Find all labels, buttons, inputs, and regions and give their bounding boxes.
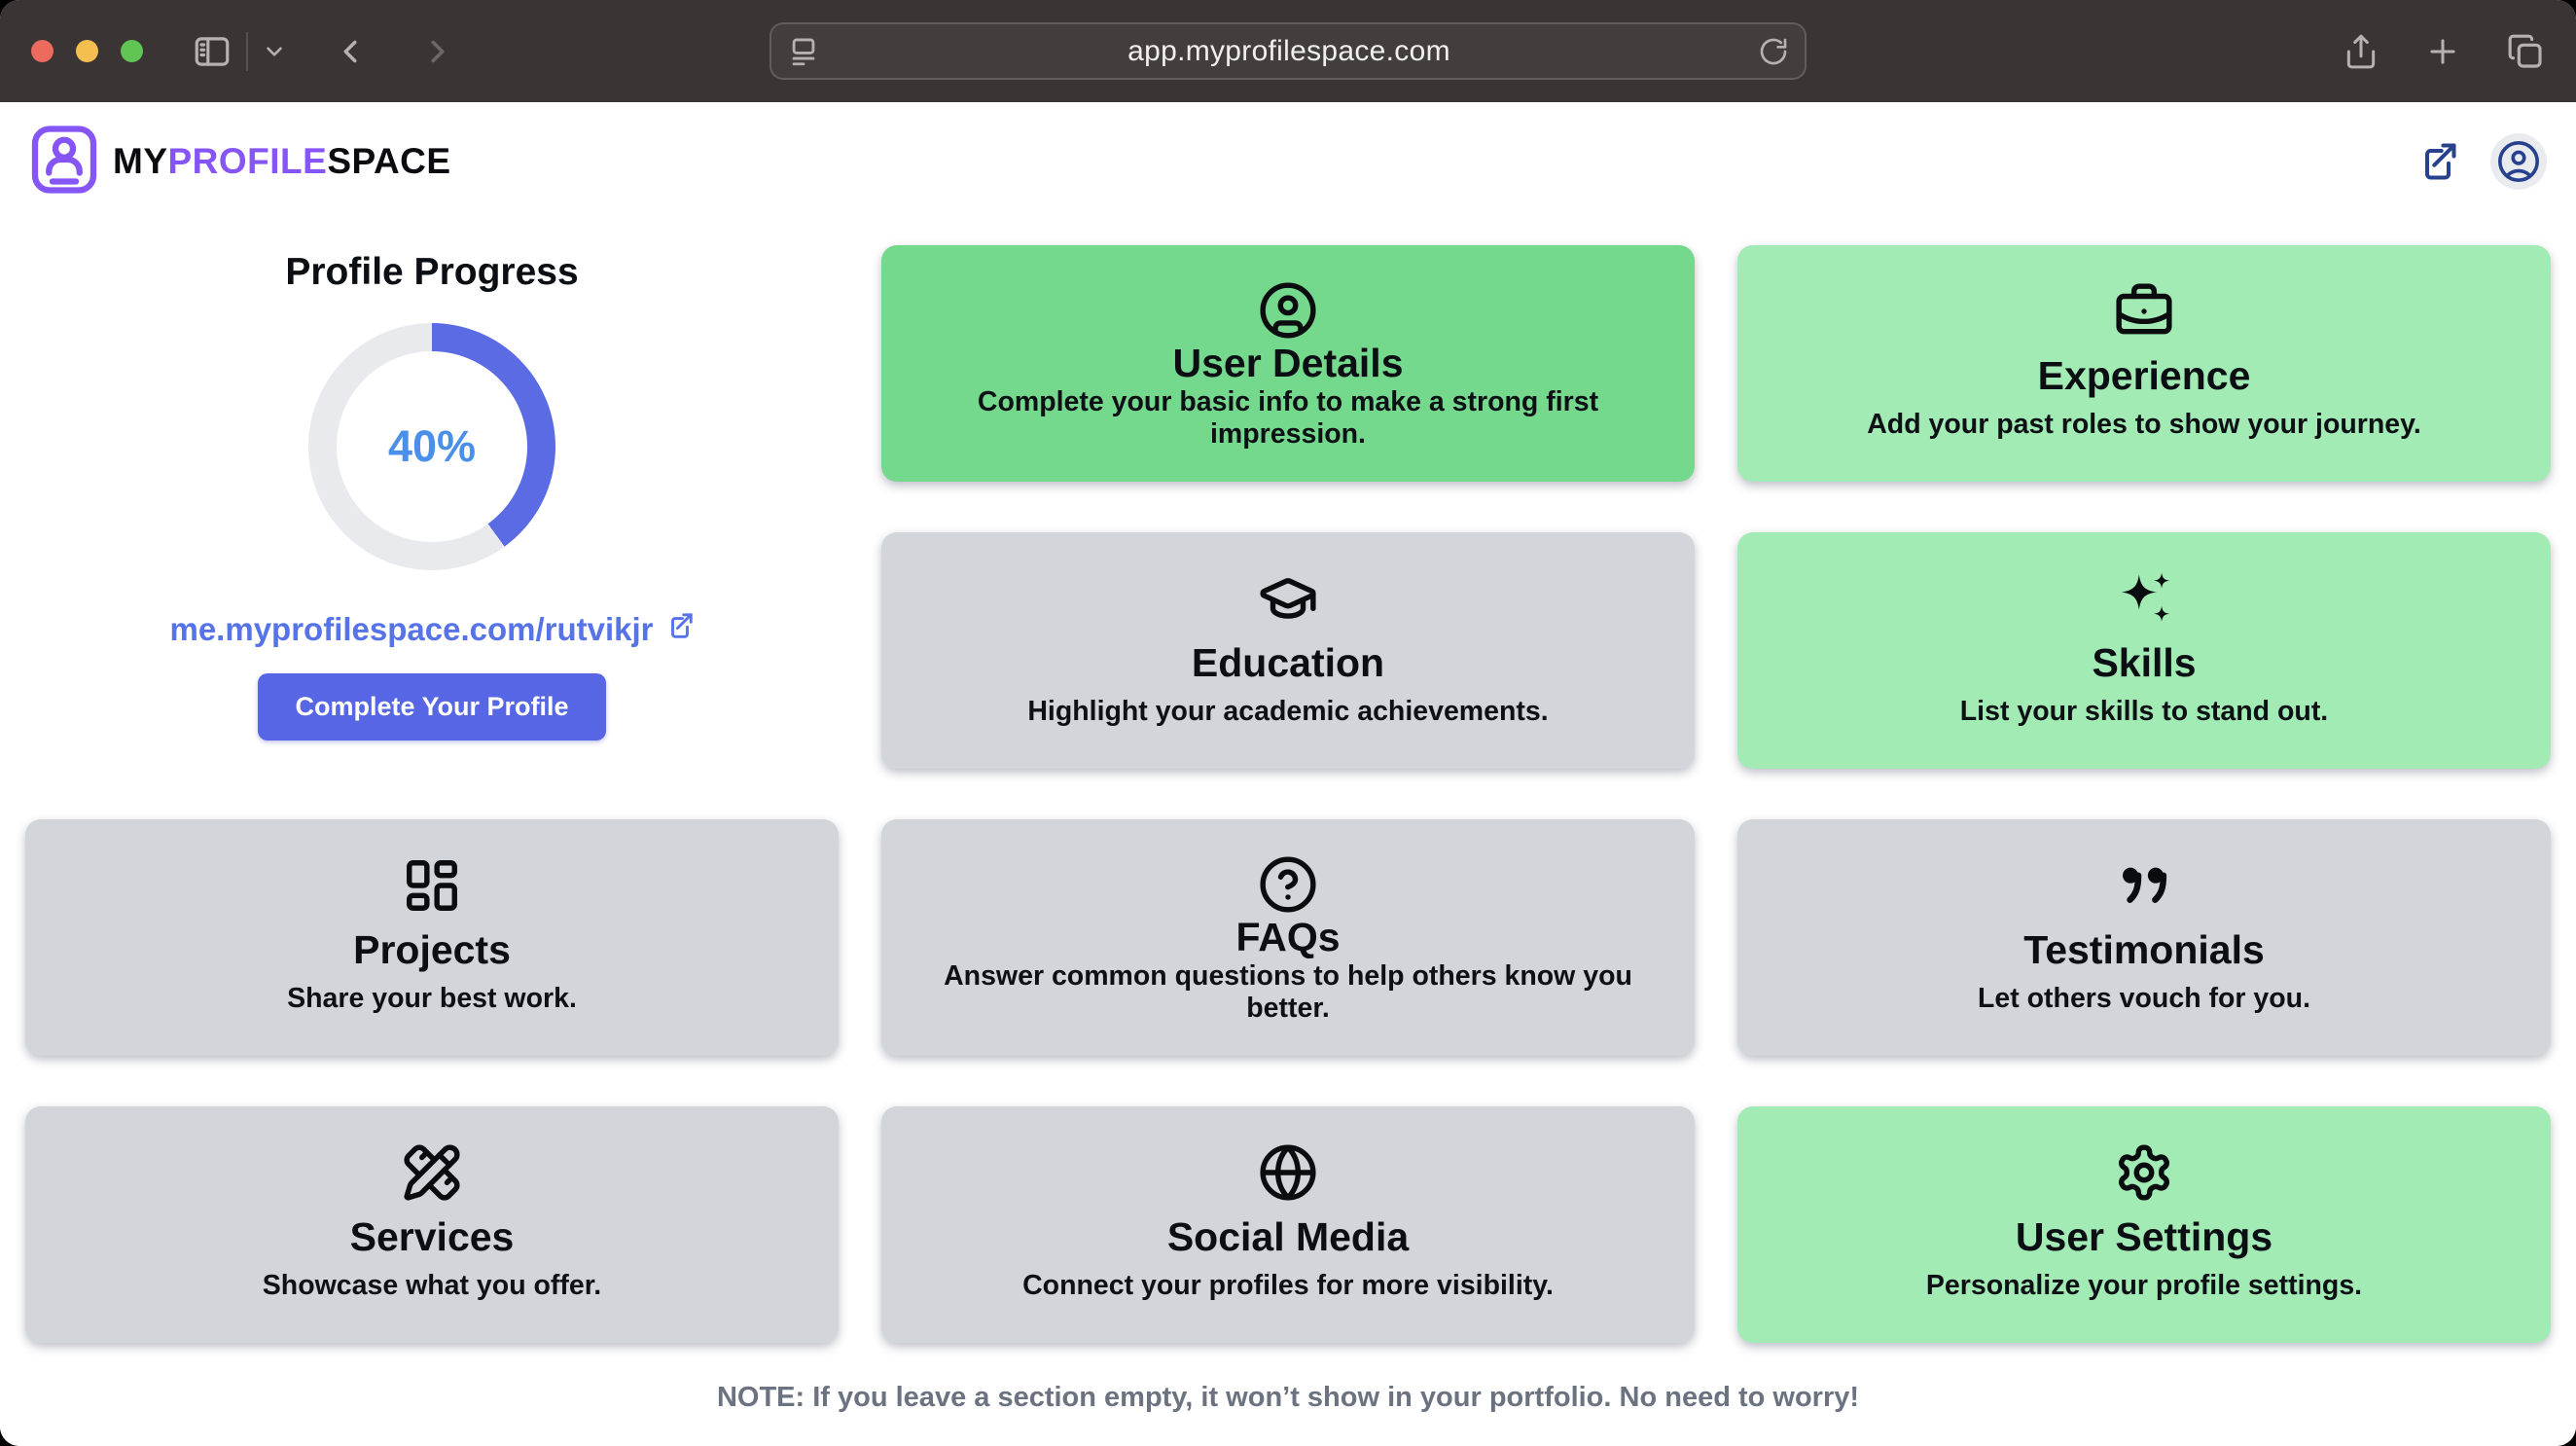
public-profile-link[interactable]: me.myprofilespace.com/rutvikjr xyxy=(169,611,694,648)
forward-button[interactable] xyxy=(419,33,456,70)
tab-overview-icon[interactable] xyxy=(2506,32,2545,71)
complete-profile-button[interactable]: Complete Your Profile xyxy=(258,673,606,741)
card-user-settings[interactable]: User Settings Personalize your profile se… xyxy=(1737,1106,2551,1343)
account-avatar-button[interactable] xyxy=(2490,133,2547,190)
card-title: Testimonials xyxy=(2023,926,2265,972)
open-portfolio-external-link-icon[interactable] xyxy=(2416,140,2459,183)
card-title: Education xyxy=(1191,639,1385,685)
profile-progress-panel: Profile Progress 40% me.myprofilespace.c… xyxy=(25,245,839,769)
card-desc: Personalize your profile settings. xyxy=(1925,1270,2363,1301)
card-testimonials[interactable]: Testimonials Let others vouch for you. xyxy=(1737,819,2551,1056)
card-title: FAQs xyxy=(1235,915,1341,959)
page-content: MYPROFILESPACE Profile Progress xyxy=(0,102,2576,1446)
share-icon[interactable] xyxy=(2343,33,2379,70)
reader-icon[interactable] xyxy=(787,35,820,68)
quote-icon xyxy=(2114,854,2174,917)
logo-badge-icon xyxy=(29,125,99,199)
traffic-lights xyxy=(31,40,143,62)
card-skills[interactable]: Skills List your skills to stand out. xyxy=(1737,532,2551,769)
zoom-window-button[interactable] xyxy=(121,40,143,62)
card-title: Projects xyxy=(353,926,511,972)
address-bar[interactable]: app.myprofilespace.com xyxy=(769,22,1807,80)
sidebar-toggle-icon[interactable] xyxy=(192,31,233,72)
logo-text: MYPROFILESPACE xyxy=(113,141,451,181)
profile-link-text: me.myprofilespace.com/rutvikjr xyxy=(169,611,654,647)
progress-percent: 40% xyxy=(387,421,477,471)
empty-section-note: NOTE: If you leave a section empty, it w… xyxy=(716,1382,1860,1413)
profile-progress-title: Profile Progress xyxy=(285,251,579,293)
card-education[interactable]: Education Highlight your academic achieve… xyxy=(881,532,1695,769)
card-user-details[interactable]: User Details Complete your basic info to … xyxy=(881,245,1695,482)
url-text[interactable]: app.myprofilespace.com xyxy=(1127,34,1450,67)
close-window-button[interactable] xyxy=(31,40,54,62)
back-button[interactable] xyxy=(332,33,369,70)
card-title: Services xyxy=(349,1213,515,1259)
card-faqs[interactable]: FAQs Answer common questions to help othe… xyxy=(881,819,1695,1056)
browser-toolbar: app.myprofilespace.com xyxy=(0,0,2576,102)
card-title: Experience xyxy=(2037,352,2251,398)
card-desc: Let others vouch for you. xyxy=(1977,983,2311,1014)
card-title: Skills xyxy=(2092,639,2197,685)
circle-user-icon xyxy=(1258,280,1318,341)
card-title: Social Media xyxy=(1166,1213,1410,1259)
card-projects[interactable]: Projects Share your best work. xyxy=(25,819,839,1056)
gear-icon xyxy=(2114,1141,2174,1204)
globe-icon xyxy=(1258,1141,1318,1204)
app-header: MYPROFILESPACE xyxy=(0,102,2576,221)
circle-help-icon xyxy=(1258,854,1318,915)
card-experience[interactable]: Experience Add your past roles to show yo… xyxy=(1737,245,2551,482)
sections-grid: Profile Progress 40% me.myprofilespace.c… xyxy=(0,221,2576,1343)
pencil-ruler-icon xyxy=(402,1141,462,1204)
toolbar-divider xyxy=(246,31,248,71)
briefcase-icon xyxy=(2114,280,2174,343)
card-desc: Add your past roles to show your journey… xyxy=(1867,409,2421,440)
card-desc: List your skills to stand out. xyxy=(1959,696,2329,727)
card-desc: Connect your profiles for more visibilit… xyxy=(1022,1270,1554,1301)
card-social-media[interactable]: Social Media Connect your profiles for mo… xyxy=(881,1106,1695,1343)
sparkles-icon xyxy=(2114,567,2174,630)
card-services[interactable]: Services Showcase what you offer. xyxy=(25,1106,839,1343)
card-desc: Share your best work. xyxy=(287,983,577,1014)
layout-dashboard-icon xyxy=(402,854,462,917)
card-title: User Details xyxy=(1172,341,1404,385)
card-desc: Highlight your academic achievements. xyxy=(1027,696,1549,727)
chevron-down-icon[interactable] xyxy=(262,39,287,64)
minimize-window-button[interactable] xyxy=(76,40,98,62)
progress-donut: 40% xyxy=(308,323,555,570)
app-logo[interactable]: MYPROFILESPACE xyxy=(29,125,451,199)
card-desc: Showcase what you offer. xyxy=(262,1270,602,1301)
graduation-cap-icon xyxy=(1258,567,1318,630)
new-tab-icon[interactable] xyxy=(2424,33,2461,70)
reload-icon[interactable] xyxy=(1758,36,1789,67)
external-link-icon xyxy=(665,611,695,648)
card-desc: Complete your basic info to make a stron… xyxy=(977,386,1599,450)
card-title: User Settings xyxy=(2015,1213,2273,1259)
card-desc: Answer common questions to help others k… xyxy=(944,960,1632,1024)
